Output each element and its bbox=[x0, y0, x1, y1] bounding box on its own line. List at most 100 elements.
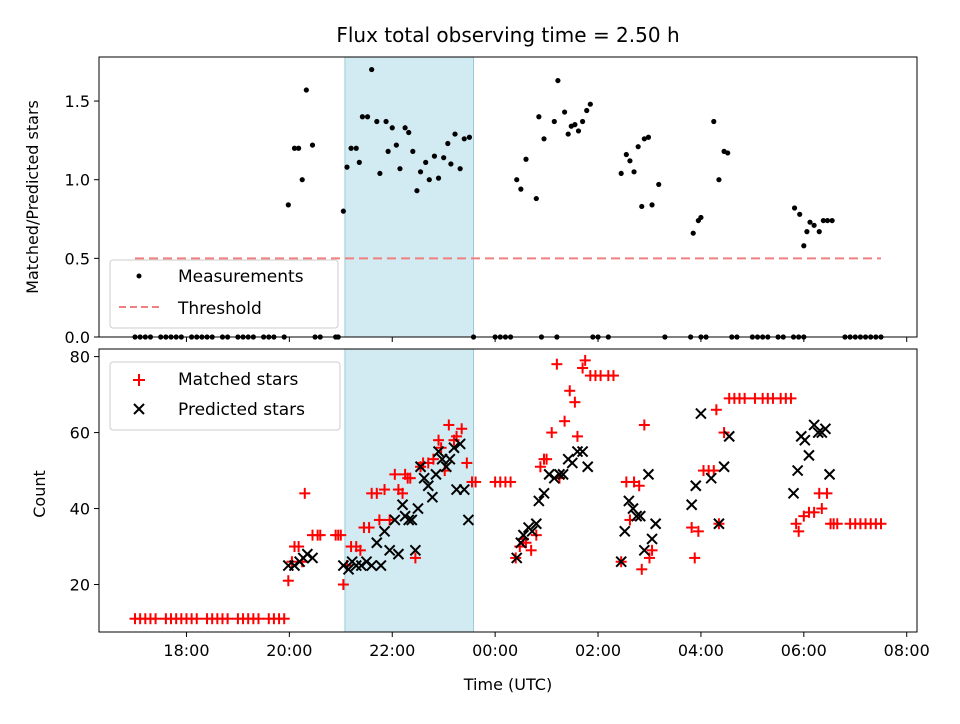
predicted-star-point bbox=[412, 502, 424, 515]
measurement-point bbox=[579, 118, 586, 125]
bottom-xtick-label: 18:00 bbox=[163, 641, 209, 660]
matched-star-point bbox=[525, 544, 537, 556]
predicted-star-point bbox=[426, 491, 439, 503]
matched-star-point bbox=[569, 396, 581, 408]
measurement-point bbox=[541, 136, 547, 142]
predicted-star-point bbox=[713, 518, 725, 530]
predicted-star-point bbox=[458, 483, 470, 496]
predicted-star-point bbox=[649, 518, 662, 530]
bottom-xtick-label: 00:00 bbox=[472, 641, 518, 660]
matched-star-point bbox=[384, 514, 396, 526]
top-shaded-span bbox=[344, 56, 474, 338]
matched-star-point bbox=[314, 529, 326, 541]
bottom-ytick-label: 80 bbox=[70, 348, 90, 367]
chart-title: Flux total observing time = 2.50 h bbox=[336, 23, 679, 47]
measurement-point bbox=[631, 169, 637, 175]
predicted-star-point bbox=[448, 442, 460, 454]
predicted-star-point bbox=[685, 499, 698, 511]
predicted-star-point bbox=[623, 495, 635, 507]
predicted-star-point bbox=[371, 537, 383, 549]
x-axis-label: Time (UTC) bbox=[463, 675, 552, 694]
predicted-star-point bbox=[630, 510, 643, 522]
measurement-point bbox=[303, 87, 309, 93]
predicted-star-point bbox=[511, 552, 523, 564]
predicted-star-point bbox=[375, 559, 387, 572]
bottom-xtick-label: 06:00 bbox=[781, 641, 827, 660]
measurement-point bbox=[359, 114, 366, 120]
measurement-point bbox=[389, 125, 395, 131]
measurement-point bbox=[575, 128, 582, 134]
measurement-point bbox=[340, 208, 346, 214]
matched-star-point bbox=[409, 552, 421, 564]
measurement-point bbox=[561, 109, 568, 115]
measurement-point bbox=[431, 153, 438, 159]
measurement-point bbox=[791, 205, 798, 211]
predicted-star-point bbox=[553, 468, 566, 481]
predicted-star-point bbox=[432, 445, 445, 458]
top-legend-box bbox=[109, 259, 339, 329]
measurement-point bbox=[291, 145, 298, 151]
predicted-star-point bbox=[403, 514, 415, 526]
matched-star-point bbox=[470, 476, 482, 488]
measurement-point bbox=[452, 131, 458, 137]
predicted-star-point bbox=[634, 510, 646, 522]
measurement-point bbox=[804, 229, 810, 235]
measurement-point bbox=[393, 142, 399, 148]
predicted-star-point bbox=[350, 559, 362, 572]
matched-star-point bbox=[571, 430, 583, 442]
measurement-point bbox=[716, 177, 722, 183]
predicted-star-point bbox=[530, 518, 543, 530]
bottom-legend: Matched stars Predicted stars bbox=[109, 361, 341, 431]
matched-star-point bbox=[278, 613, 290, 625]
matched-star-point bbox=[397, 487, 409, 499]
bottom-y-axis-label: Count bbox=[30, 470, 49, 518]
measurement-point bbox=[348, 145, 354, 151]
matched-star-point bbox=[875, 518, 887, 530]
measurement-point bbox=[299, 177, 305, 183]
bottom-xtick-label: 08:00 bbox=[884, 641, 930, 660]
measurement-point bbox=[711, 118, 717, 125]
measurement-point bbox=[377, 170, 383, 177]
matched-star-point bbox=[692, 525, 704, 537]
measurement-point bbox=[410, 148, 416, 154]
predicted-star-point bbox=[723, 430, 735, 443]
matched-star-point bbox=[371, 487, 383, 499]
measurement-point bbox=[461, 136, 467, 142]
measurement-point bbox=[555, 77, 561, 84]
matched-star-point bbox=[433, 434, 445, 446]
observing-span-bottom bbox=[344, 348, 474, 633]
bottom-xtick-label: 22:00 bbox=[369, 641, 415, 660]
measurement-point bbox=[296, 145, 302, 151]
measurement-point bbox=[406, 129, 412, 136]
measurement-point bbox=[698, 214, 704, 221]
panel-counts: 20 40 60 80 18:00 20:00 22:00 00:00 02:00 04:00 06… bbox=[30, 348, 930, 694]
measurement-point bbox=[518, 186, 524, 192]
predicted-star-point bbox=[383, 544, 396, 557]
legend-x-marker bbox=[133, 403, 145, 415]
matched-star-point bbox=[793, 525, 805, 537]
bottom-xtick-label: 20:00 bbox=[266, 641, 312, 660]
measurement-point bbox=[641, 136, 647, 142]
predicted-star-point bbox=[646, 533, 658, 545]
predicted-star-point bbox=[638, 544, 651, 557]
measurement-point bbox=[414, 188, 420, 194]
predicted-star-point bbox=[615, 556, 627, 568]
matched-star-point bbox=[541, 453, 553, 465]
measurement-point bbox=[627, 158, 633, 164]
measurement-point bbox=[797, 211, 803, 217]
matched-star-point bbox=[337, 579, 349, 591]
measurement-point bbox=[369, 66, 375, 73]
matched-star-point bbox=[686, 522, 698, 534]
bottom-xtick-label: 04:00 bbox=[678, 641, 724, 660]
matched-star-point bbox=[150, 613, 162, 625]
measurement-point bbox=[584, 107, 590, 114]
observing-span-top bbox=[344, 56, 474, 338]
legend-measurement-marker bbox=[136, 273, 142, 279]
matched-star-point bbox=[373, 514, 385, 526]
matched-star-point bbox=[461, 457, 473, 469]
predicted-star-point bbox=[619, 525, 631, 538]
predicted-star-point bbox=[365, 559, 378, 572]
matched-star-point bbox=[222, 613, 234, 625]
matched-star-point bbox=[551, 358, 563, 370]
